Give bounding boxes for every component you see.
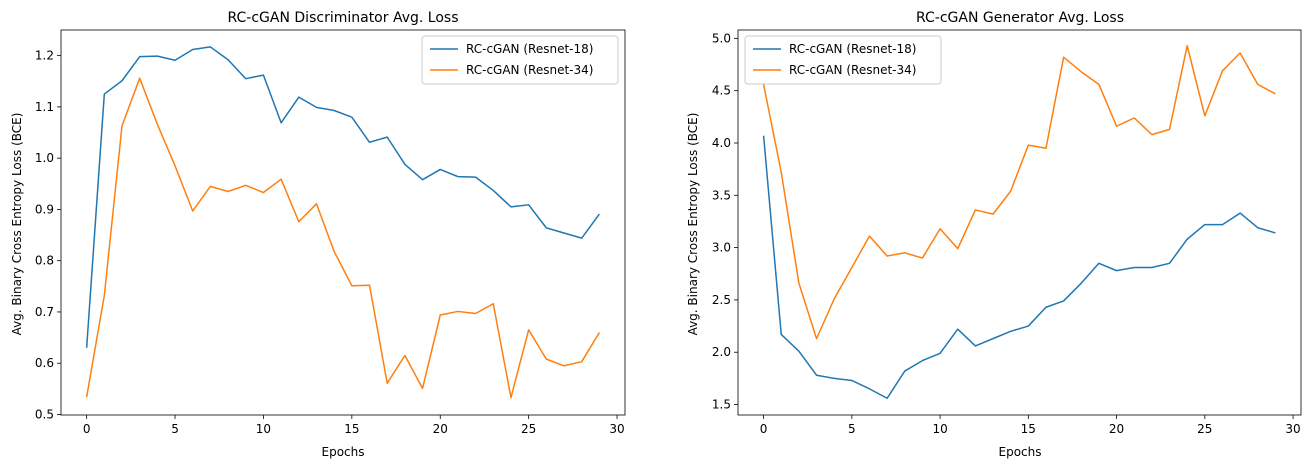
x-tick-label: 10: [256, 422, 271, 436]
x-tick-label: 25: [1197, 422, 1212, 436]
x-tick-label: 10: [932, 422, 947, 436]
y-tick-label: 0.9: [35, 202, 54, 216]
y-tick-label: 3.5: [712, 188, 731, 202]
generator-loss-chart: RC-cGAN Generator Avg. Loss Epochs Avg. …: [686, 10, 1302, 459]
y-tick-label: 1.1: [35, 100, 54, 114]
y-tick-label: 4.5: [712, 84, 731, 98]
series-line-resnet-18: [85, 46, 600, 348]
x-axis-label: Epochs: [999, 445, 1042, 459]
x-tick-label: 5: [848, 422, 856, 436]
series-line-resnet-18: [762, 135, 1276, 400]
y-axis-label: Avg. Binary Cross Entropy Loss (BCE): [686, 113, 700, 336]
y-tick-label: 0.7: [35, 305, 54, 319]
legend-label: RC-cGAN (Resnet-18): [466, 42, 593, 56]
series-line-resnet-34: [85, 77, 601, 399]
legend: RC-cGAN (Resnet-18) RC-cGAN (Resnet-34): [744, 35, 942, 85]
x-tick-label: 20: [433, 422, 448, 436]
legend-label: RC-cGAN (Resnet-18): [789, 42, 916, 56]
x-tick-label: 0: [83, 422, 91, 436]
plot-frame: [737, 29, 1302, 416]
x-tick-label: 20: [1109, 422, 1124, 436]
y-tick-label: 1.5: [712, 398, 731, 412]
legend-box: [421, 35, 619, 85]
discriminator-loss-chart: RC-cGAN Discriminator Avg. Loss Epochs A…: [10, 10, 626, 459]
plot-frame: [60, 29, 626, 416]
y-tick-label: 0.8: [35, 254, 54, 268]
series-line-resnet-34: [762, 44, 1276, 340]
legend-label: RC-cGAN (Resnet-34): [789, 63, 916, 77]
legend-box: [744, 35, 942, 85]
y-tick-label: 0.6: [35, 356, 54, 370]
x-tick-label: 25: [521, 422, 536, 436]
y-tick-label: 5.0: [712, 31, 731, 45]
x-axis-label: Epochs: [322, 445, 365, 459]
x-tick-label: 15: [344, 422, 359, 436]
chart-title: RC-cGAN Discriminator Avg. Loss: [228, 10, 459, 26]
x-tick-label: 30: [1285, 422, 1300, 436]
x-tick-label: 30: [609, 422, 624, 436]
y-tick-label: 2.0: [712, 345, 731, 359]
y-tick-label: 4.0: [712, 136, 731, 150]
x-tick-label: 0: [760, 422, 768, 436]
y-tick-label: 2.5: [712, 293, 731, 307]
y-tick-label: 1.2: [35, 49, 54, 63]
y-tick-label: 0.5: [35, 407, 54, 421]
legend-label: RC-cGAN (Resnet-34): [466, 63, 593, 77]
y-axis-label: Avg. Binary Cross Entropy Loss (BCE): [10, 113, 24, 336]
chart-title: RC-cGAN Generator Avg. Loss: [916, 10, 1124, 26]
legend: RC-cGAN (Resnet-18) RC-cGAN (Resnet-34): [421, 35, 619, 85]
y-tick-label: 1.0: [35, 151, 54, 165]
x-tick-label: 15: [1021, 422, 1036, 436]
y-tick-label: 3.0: [712, 241, 731, 255]
x-tick-label: 5: [171, 422, 179, 436]
